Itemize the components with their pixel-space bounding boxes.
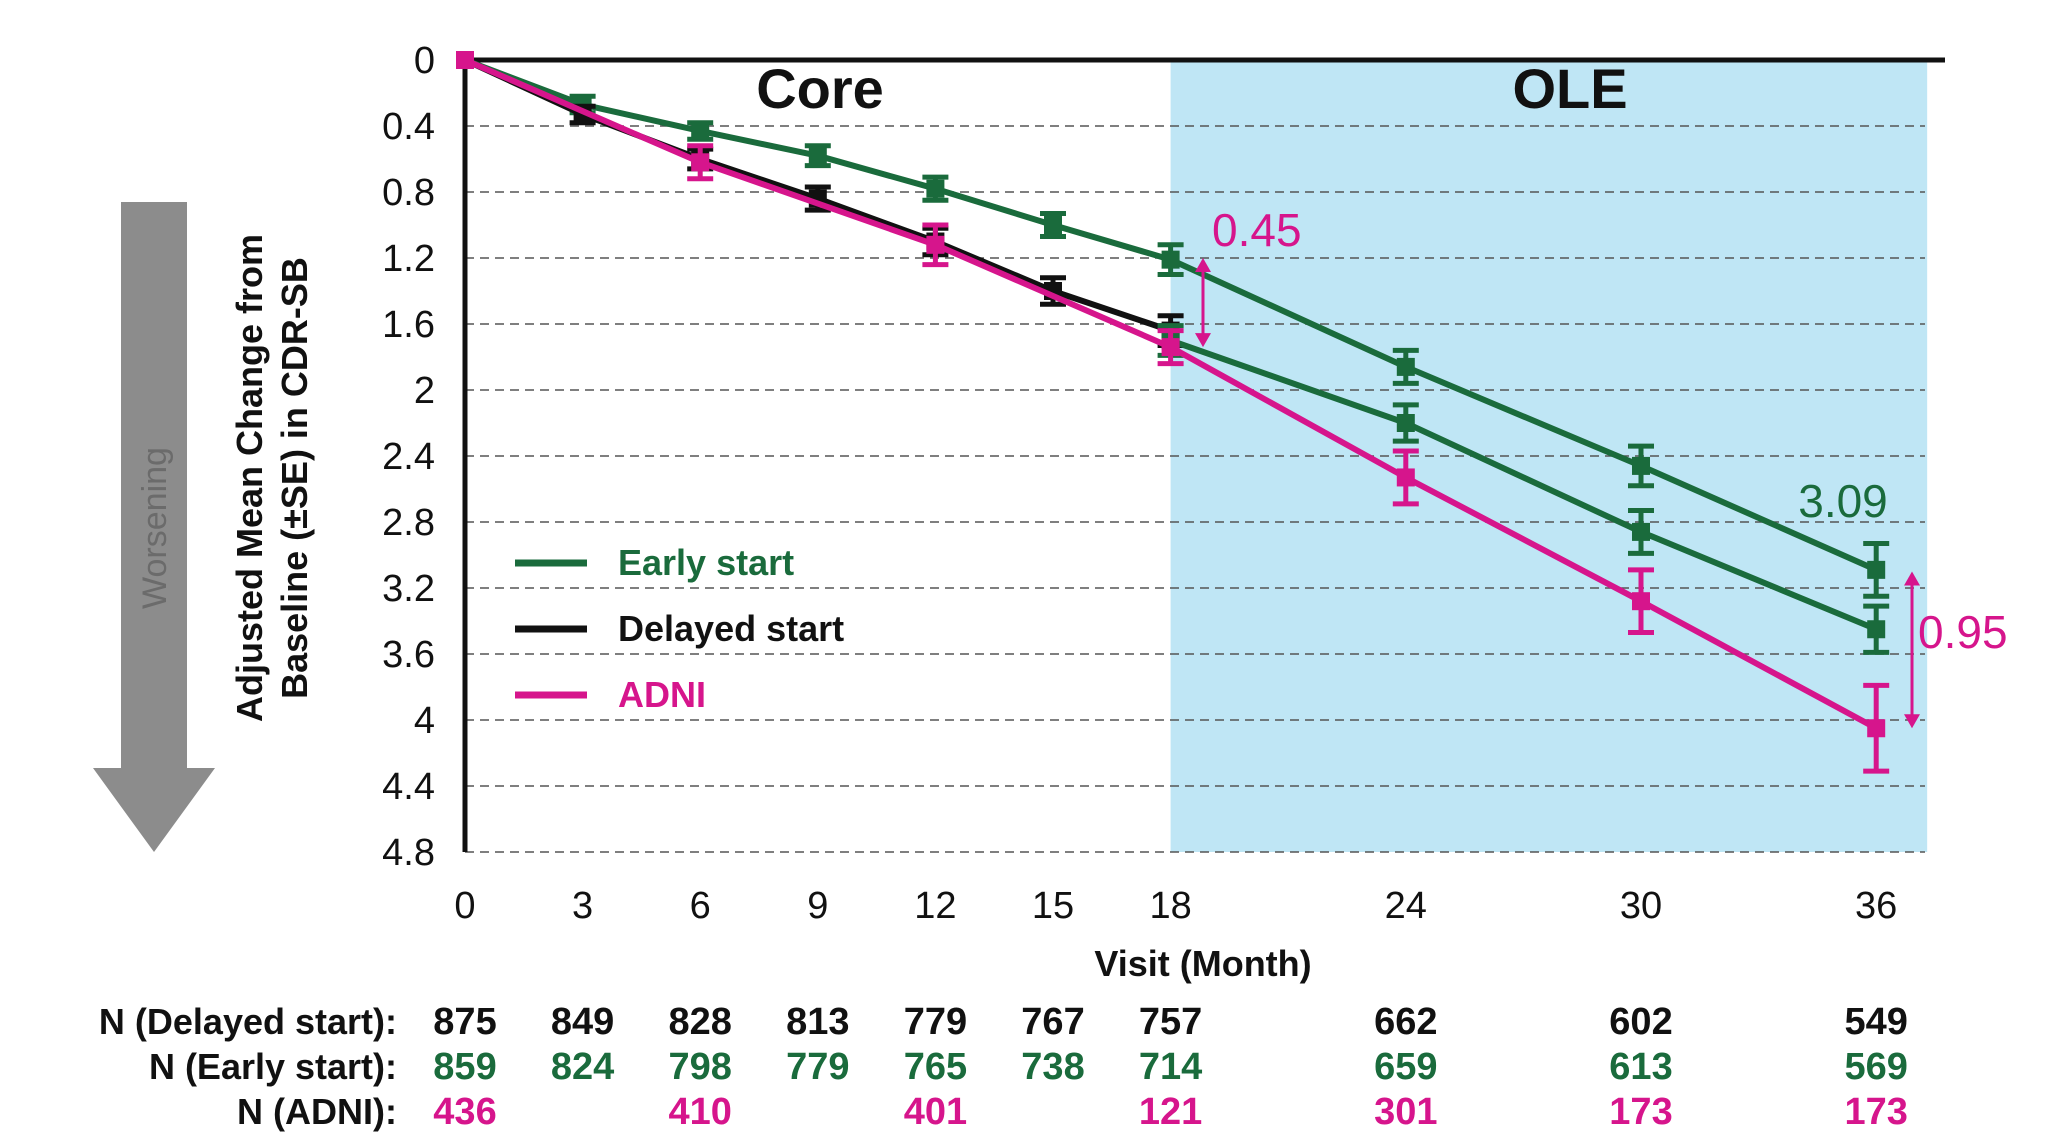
x-tick-label: 3: [572, 885, 593, 927]
n-value: 828: [668, 1001, 731, 1043]
data-point: [1867, 560, 1886, 579]
n-value: 569: [1844, 1046, 1907, 1088]
n-row-label: N (ADNI):: [237, 1091, 397, 1132]
annotation-label-045: 0.45: [1212, 204, 1302, 256]
n-value: 779: [904, 1001, 967, 1043]
x-tick-label: 18: [1149, 885, 1191, 927]
n-value: 662: [1374, 1001, 1437, 1043]
annotation-label-309: 3.09: [1798, 475, 1888, 527]
y-tick-label: 4.4: [382, 766, 435, 808]
worsening-label: Worsening: [136, 447, 174, 609]
y-tick-label: 0.8: [382, 172, 435, 214]
n-value: 173: [1844, 1091, 1907, 1133]
data-point: [1632, 456, 1650, 475]
n-value: 613: [1609, 1046, 1672, 1088]
n-value: 121: [1139, 1091, 1202, 1133]
series-line: [463, 57, 1878, 573]
data-point: [1632, 522, 1650, 541]
n-value: 798: [668, 1046, 731, 1088]
n-value: 738: [1021, 1046, 1084, 1088]
data-point: [1161, 250, 1180, 269]
arrow-head-down-icon: [1195, 333, 1211, 348]
y-axis-title-line1: Adjusted Mean Change from: [229, 234, 270, 722]
n-value: 659: [1374, 1046, 1437, 1088]
n-value: 849: [551, 1001, 614, 1043]
data-point: [691, 121, 710, 140]
region-label-core: Core: [756, 57, 884, 120]
data-point: [1867, 719, 1886, 738]
n-value: 714: [1139, 1046, 1202, 1088]
series-line: [1169, 337, 1878, 633]
data-point: [926, 235, 945, 254]
x-tick-label: 0: [454, 885, 475, 927]
y-tick-label: 3.2: [382, 568, 435, 610]
n-value: 436: [433, 1091, 496, 1133]
n-value: 757: [1139, 1001, 1202, 1043]
data-point: [456, 51, 474, 69]
y-tick-label: 1.6: [382, 304, 435, 346]
arrow-head-up-icon: [1904, 571, 1920, 586]
x-tick-label: 24: [1385, 885, 1427, 927]
data-point: [1867, 620, 1886, 639]
legend: Early start Delayed start ADNI: [515, 542, 844, 715]
n-row-label: N (Delayed start):: [99, 1001, 397, 1042]
y-tick-label: 2.4: [382, 436, 435, 478]
y-axis-title-line2: Baseline (±SE) in CDR-SB: [274, 257, 315, 699]
y-tick-label: 0: [414, 40, 435, 82]
x-tick-label: 15: [1032, 885, 1074, 927]
n-value: 824: [551, 1046, 614, 1088]
n-value: 410: [668, 1091, 731, 1133]
n-value: 765: [904, 1046, 967, 1088]
data-point: [691, 153, 710, 172]
y-tick-label: 4: [414, 700, 435, 742]
y-tick-label: 1.2: [382, 238, 435, 280]
n-value: 602: [1609, 1001, 1672, 1043]
legend-label: Early start: [618, 542, 794, 583]
data-point: [1396, 357, 1415, 376]
y-tick-label: 2.8: [382, 502, 435, 544]
n-value: 875: [433, 1001, 496, 1043]
x-tick-label: 9: [807, 885, 828, 927]
n-value: 549: [1844, 1001, 1907, 1043]
n-value: 859: [433, 1046, 496, 1088]
n-value: 813: [786, 1001, 849, 1043]
annotation-label-095: 0.95: [1918, 606, 2008, 658]
n-value: 779: [786, 1046, 849, 1088]
data-point: [1632, 592, 1650, 611]
x-tick-label: 30: [1620, 885, 1662, 927]
arrow-head-up-icon: [1195, 258, 1211, 272]
series-adni: [456, 51, 1890, 774]
region-label-ole: OLE: [1512, 57, 1627, 120]
arrow-head-down-icon: [1904, 714, 1920, 729]
legend-label: Delayed start: [618, 608, 844, 649]
y-tick-label: 0.4: [382, 106, 435, 148]
data-point: [1044, 216, 1062, 234]
y-tick-label: 4.8: [382, 832, 435, 874]
y-axis-title: Adjusted Mean Change from Baseline (±SE) …: [229, 234, 315, 722]
n-value: 767: [1021, 1001, 1084, 1043]
x-tick-label: 36: [1855, 885, 1897, 927]
x-axis-title: Visit (Month): [1094, 943, 1311, 984]
data-point: [1396, 414, 1415, 432]
data-point: [808, 146, 827, 165]
data-point: [926, 179, 945, 198]
legend-label: ADNI: [618, 674, 706, 715]
n-value: 301: [1374, 1091, 1437, 1133]
data-point: [1396, 468, 1415, 487]
y-tick-label: 2: [414, 370, 435, 412]
n-table: N (Delayed start): 875 849 828 813 779 767 757 6…: [99, 1001, 1908, 1133]
n-value: 401: [904, 1091, 967, 1133]
worsening-arrow-icon: [93, 202, 215, 852]
x-tick-label: 6: [690, 885, 711, 927]
y-tick-label: 3.6: [382, 634, 435, 676]
n-row-label: N (Early start):: [149, 1046, 397, 1087]
data-point: [1161, 338, 1180, 357]
x-tick-label: 12: [914, 885, 956, 927]
n-value: 173: [1609, 1091, 1672, 1133]
